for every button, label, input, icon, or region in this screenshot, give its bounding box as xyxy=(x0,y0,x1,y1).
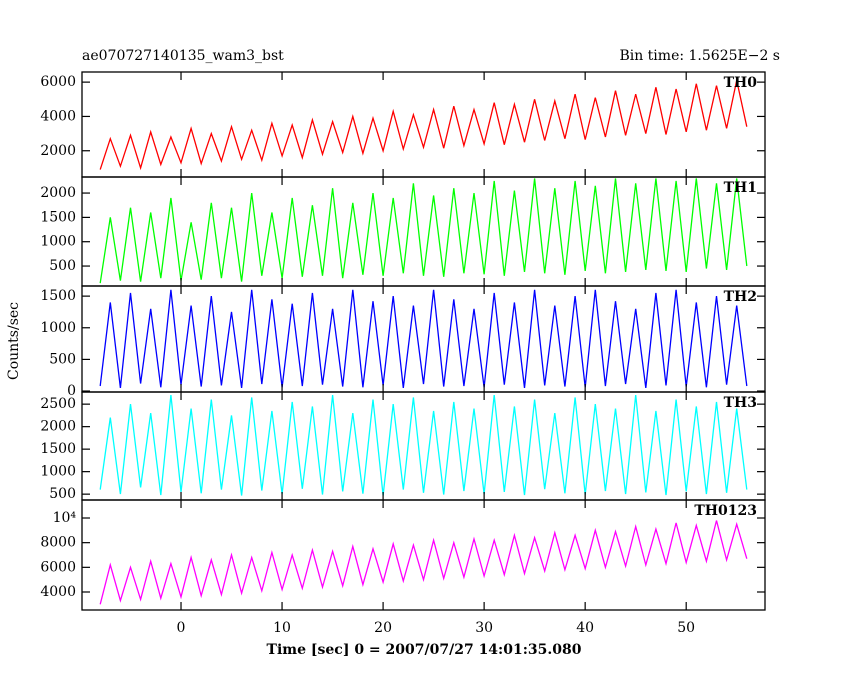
y-tick-label: 2500 xyxy=(40,396,76,412)
panel-label: TH1 xyxy=(724,180,757,196)
y-tick-label: 1000 xyxy=(40,464,76,480)
panel-frame xyxy=(81,499,766,611)
panel-label: TH3 xyxy=(724,395,757,411)
panel-frame xyxy=(81,71,766,178)
light-curve xyxy=(99,520,748,605)
y-tick-label: 500 xyxy=(49,486,76,502)
y-tick-label: 1000 xyxy=(40,234,76,250)
x-tick-label: 40 xyxy=(576,620,594,636)
y-tick-label: 1500 xyxy=(40,209,76,225)
x-tick-label: 20 xyxy=(374,620,392,636)
light-curve xyxy=(99,80,748,171)
x-tick-label: 30 xyxy=(475,620,493,636)
panel-label: TH2 xyxy=(724,289,757,305)
y-tick-label: 500 xyxy=(49,258,76,274)
y-tick-label: 6000 xyxy=(40,559,76,575)
y-tick-label: 2000 xyxy=(40,143,76,159)
y-tick-label: 1500 xyxy=(40,441,76,457)
panel-frame xyxy=(81,176,766,287)
y-tick-label: 500 xyxy=(49,351,76,367)
y-tick-label: 4000 xyxy=(40,108,76,124)
x-tick-label: 10 xyxy=(273,620,291,636)
y-tick-label: 8000 xyxy=(40,535,76,551)
light-curve xyxy=(99,395,748,496)
chart-subtitle: Bin time: 1.5625E−2 s xyxy=(619,48,780,64)
x-tick-label: 50 xyxy=(677,620,695,636)
light-curve xyxy=(99,178,748,284)
y-axis-label: Counts/sec xyxy=(6,302,22,380)
y-tick-label: 10⁴ xyxy=(53,510,77,526)
y-tick-label: 0 xyxy=(67,383,76,399)
panel-label: TH0 xyxy=(724,75,758,91)
y-tick-label: 1000 xyxy=(40,320,76,336)
y-tick-label: 2000 xyxy=(40,419,76,435)
light-curve xyxy=(99,289,748,388)
chart-title: ae070727140135_wam3_bst xyxy=(82,48,284,64)
y-tick-label: 1500 xyxy=(40,288,76,304)
x-axis-label: Time [sec] 0 = 2007/07/27 14:01:35.080 xyxy=(267,642,582,658)
panel-frame xyxy=(81,285,766,393)
y-tick-label: 4000 xyxy=(40,584,76,600)
x-tick-label: 0 xyxy=(177,620,186,636)
y-tick-label: 2000 xyxy=(40,185,76,201)
panel-label: TH0123 xyxy=(694,503,757,519)
panel-frame xyxy=(81,391,766,501)
y-tick-label: 6000 xyxy=(40,74,76,90)
